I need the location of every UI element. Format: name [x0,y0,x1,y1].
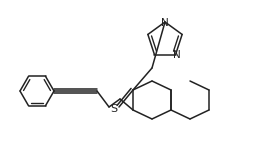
Text: N: N [173,50,180,60]
Text: S: S [111,104,117,114]
Text: N: N [161,18,169,28]
